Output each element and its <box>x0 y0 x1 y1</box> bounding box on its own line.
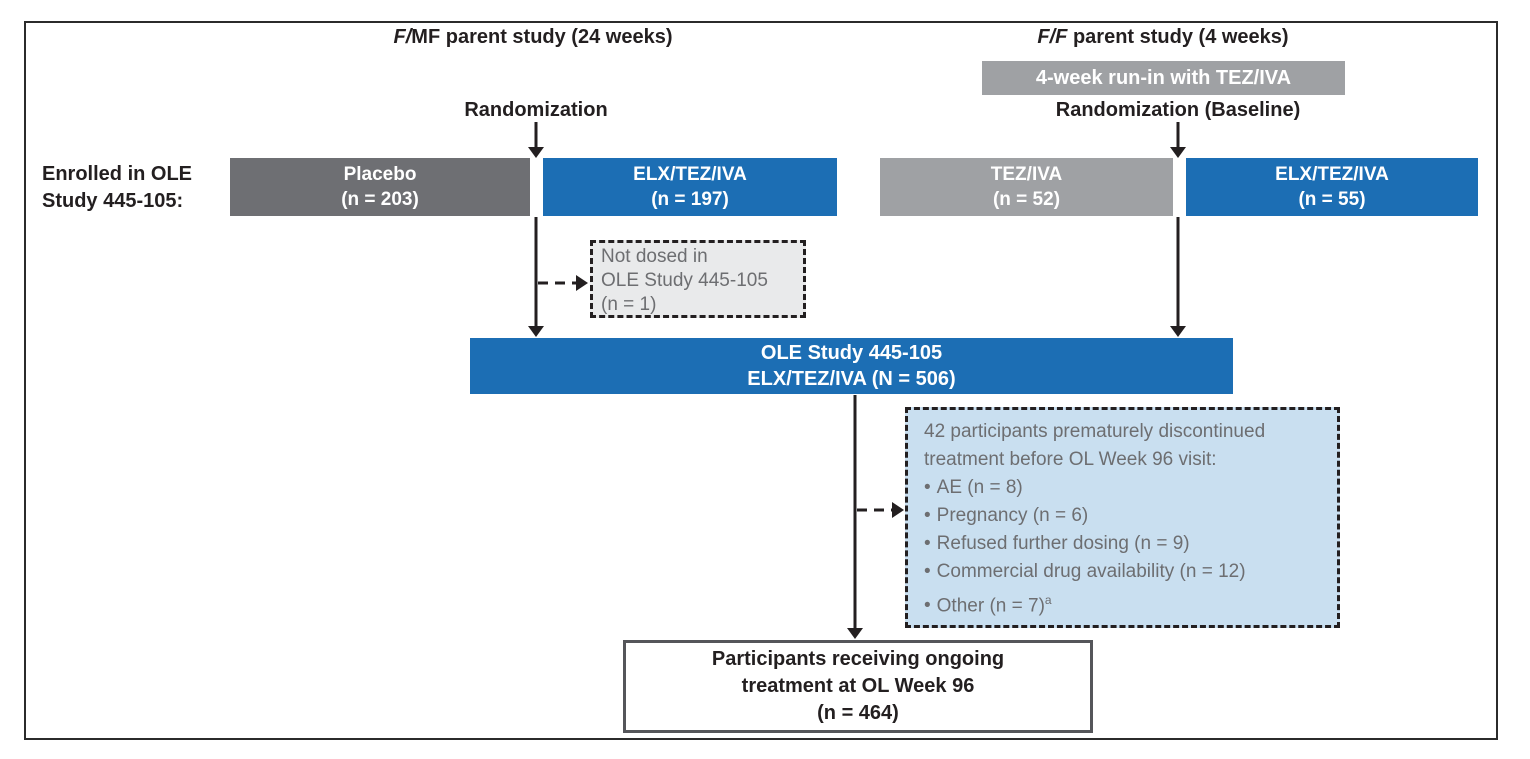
discontinued-heading-line1: 42 participants prematurely discontinued <box>924 421 1266 442</box>
arm-name: Placebo <box>343 164 417 185</box>
not-dosed-line3: (n = 1) <box>601 294 657 315</box>
bullet-icon: • <box>924 595 931 617</box>
bullet-icon: • <box>924 477 931 498</box>
randomization-label-right: Randomization (Baseline) <box>1055 99 1301 121</box>
left-title-italic-gene: F/ <box>393 26 412 48</box>
arm-n: (n = 52) <box>992 189 1061 210</box>
arm-name: ELX/TEZ/IVA <box>633 164 747 185</box>
not-dosed-line2: OLE Study 445-105 <box>601 270 768 291</box>
discontinued-heading-line2: treatment before OL Week 96 visit: <box>924 449 1217 470</box>
enrolled-label: Enrolled in OLE Study 445-105: <box>42 161 247 215</box>
ole-study-line2: ELX/TEZ/IVA (N = 506) <box>747 368 956 390</box>
not-dosed-line1: Not dosed in <box>601 246 708 267</box>
outcome-box: Participants receiving ongoing treatment… <box>623 640 1093 733</box>
bullet-icon: • <box>924 561 931 582</box>
arm-box-placebo: Placebo (n = 203) <box>230 158 530 216</box>
not-dosed-box: Not dosed in OLE Study 445-105 (n = 1) <box>590 240 806 318</box>
runin-bar: 4-week run-in with TEZ/IVA <box>982 61 1345 95</box>
bullet-text: AE (n = 8) <box>936 477 1023 498</box>
bullet-text: Refused further dosing (n = 9) <box>936 533 1190 554</box>
bullet-text: Commercial drug availability (n = 12) <box>936 561 1246 582</box>
outcome-line1: Participants receiving ongoing <box>711 648 1005 670</box>
parent-study-left-title: F/MF parent study (24 weeks) <box>233 26 833 49</box>
outcome-line3: (n = 464) <box>817 702 899 724</box>
ole-study-box: OLE Study 445-105 ELX/TEZ/IVA (N = 506) <box>470 338 1233 394</box>
discontinued-bullet-commercial: • Commercial drug availability (n = 12) <box>924 558 1321 586</box>
right-title-text: parent study (4 weeks) <box>1067 26 1289 48</box>
randomization-label-left: Randomization <box>464 99 608 121</box>
discontinued-bullet-refused: • Refused further dosing (n = 9) <box>924 530 1321 558</box>
enrolled-label-line2: Study 445-105: <box>42 190 184 212</box>
arm-box-elx-tez-iva-ff: ELX/TEZ/IVA (n = 55) <box>1186 158 1478 216</box>
arm-name: ELX/TEZ/IVA <box>1275 164 1389 185</box>
left-title-text: MF parent study (24 weeks) <box>411 26 673 48</box>
parent-study-right-title: F/F parent study (4 weeks) <box>863 26 1463 49</box>
discontinued-bullet-other: • Other (n = 7)a <box>924 586 1321 620</box>
bullet-text: Other (n = 7) <box>936 595 1045 617</box>
arm-n: (n = 55) <box>1298 189 1366 210</box>
arm-box-elx-tez-iva-fmf: ELX/TEZ/IVA (n = 197) <box>543 158 837 216</box>
arm-n: (n = 203) <box>341 189 419 210</box>
arm-box-tez-iva: TEZ/IVA (n = 52) <box>880 158 1173 216</box>
right-title-italic-gene: F/F <box>1037 26 1068 48</box>
bullet-icon: • <box>924 533 931 554</box>
ole-study-line1: OLE Study 445-105 <box>760 342 943 364</box>
footnote-marker: a <box>1044 593 1052 607</box>
discontinued-box: 42 participants prematurely discontinued… <box>905 407 1340 628</box>
outcome-line2: treatment at OL Week 96 <box>741 675 975 697</box>
bullet-icon: • <box>924 505 931 526</box>
arm-name: TEZ/IVA <box>990 164 1063 185</box>
discontinued-bullet-pregnancy: • Pregnancy (n = 6) <box>924 502 1321 530</box>
discontinued-bullet-ae: • AE (n = 8) <box>924 474 1321 502</box>
enrolled-label-line1: Enrolled in OLE <box>42 163 193 185</box>
bullet-text: Pregnancy (n = 6) <box>936 505 1089 526</box>
arm-n: (n = 197) <box>651 189 729 210</box>
